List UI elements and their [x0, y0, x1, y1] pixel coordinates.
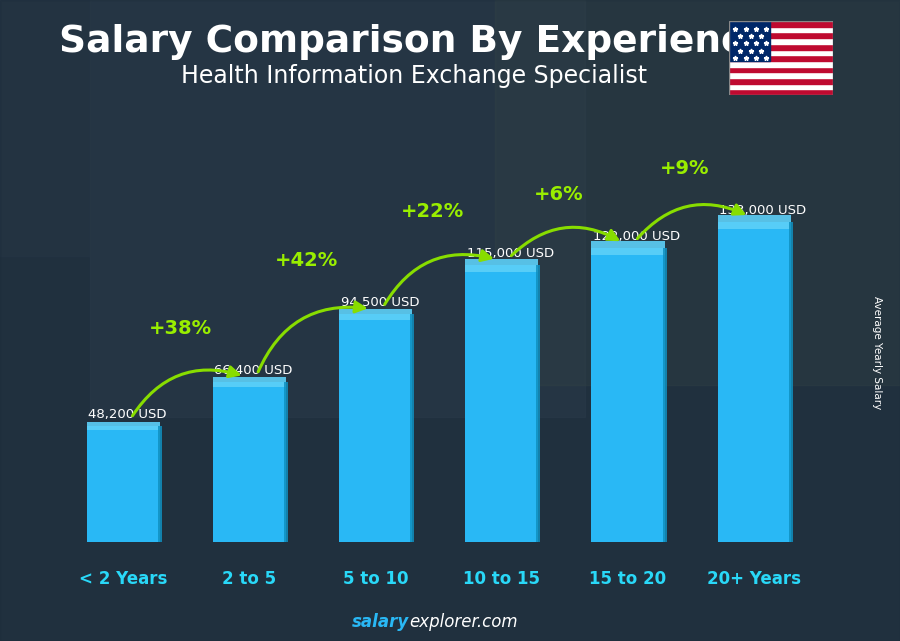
Bar	[465, 265, 538, 542]
Text: salary: salary	[352, 613, 410, 631]
Text: +22%: +22%	[400, 202, 464, 221]
Bar	[158, 426, 162, 542]
Bar	[410, 315, 414, 542]
Bar	[729, 44, 832, 49]
Bar	[788, 222, 793, 542]
Bar	[284, 382, 288, 542]
Text: +38%: +38%	[148, 319, 211, 338]
Bar	[729, 61, 832, 67]
Text: 94,500 USD: 94,500 USD	[340, 297, 419, 310]
Text: 20+ Years: 20+ Years	[707, 570, 801, 588]
Text: +9%: +9%	[660, 159, 709, 178]
Text: Health Information Exchange Specialist: Health Information Exchange Specialist	[181, 63, 647, 88]
Text: 122,000 USD: 122,000 USD	[593, 230, 680, 244]
Bar	[465, 258, 538, 272]
Text: +6%: +6%	[534, 185, 583, 204]
Bar	[729, 21, 770, 61]
Text: 5 to 10: 5 to 10	[343, 570, 409, 588]
Text: < 2 Years: < 2 Years	[79, 570, 167, 588]
Bar	[339, 315, 412, 542]
Text: 2 to 5: 2 to 5	[222, 570, 276, 588]
Bar	[729, 78, 832, 83]
Text: Salary Comparison By Experience: Salary Comparison By Experience	[59, 24, 769, 60]
Bar	[591, 242, 664, 255]
Text: 48,200 USD: 48,200 USD	[88, 408, 166, 420]
Bar	[662, 248, 667, 542]
Bar	[729, 83, 832, 89]
Text: 66,400 USD: 66,400 USD	[214, 364, 292, 377]
Text: explorer.com: explorer.com	[410, 613, 518, 631]
Bar	[729, 38, 832, 44]
Text: 133,000 USD: 133,000 USD	[719, 204, 806, 217]
Bar	[729, 49, 832, 55]
Bar	[717, 215, 791, 229]
Text: 15 to 20: 15 to 20	[590, 570, 667, 588]
Bar	[729, 21, 832, 27]
Bar	[717, 222, 791, 542]
Text: 10 to 15: 10 to 15	[464, 570, 540, 588]
Bar	[90, 0, 585, 417]
Bar	[729, 27, 832, 33]
Bar	[213, 382, 286, 542]
Bar	[729, 67, 832, 72]
Bar	[86, 426, 160, 542]
Bar	[86, 422, 160, 429]
Text: 115,000 USD: 115,000 USD	[467, 247, 554, 260]
Bar	[213, 378, 286, 387]
Bar	[729, 55, 832, 61]
Bar	[729, 89, 832, 95]
Text: +42%: +42%	[274, 251, 338, 271]
Bar	[536, 265, 540, 542]
Bar	[591, 248, 664, 542]
Bar	[729, 33, 832, 38]
Text: Average Yearly Salary: Average Yearly Salary	[872, 296, 883, 409]
Bar	[729, 72, 832, 78]
Bar	[495, 0, 900, 385]
Bar	[339, 309, 412, 320]
Bar	[0, 0, 315, 256]
